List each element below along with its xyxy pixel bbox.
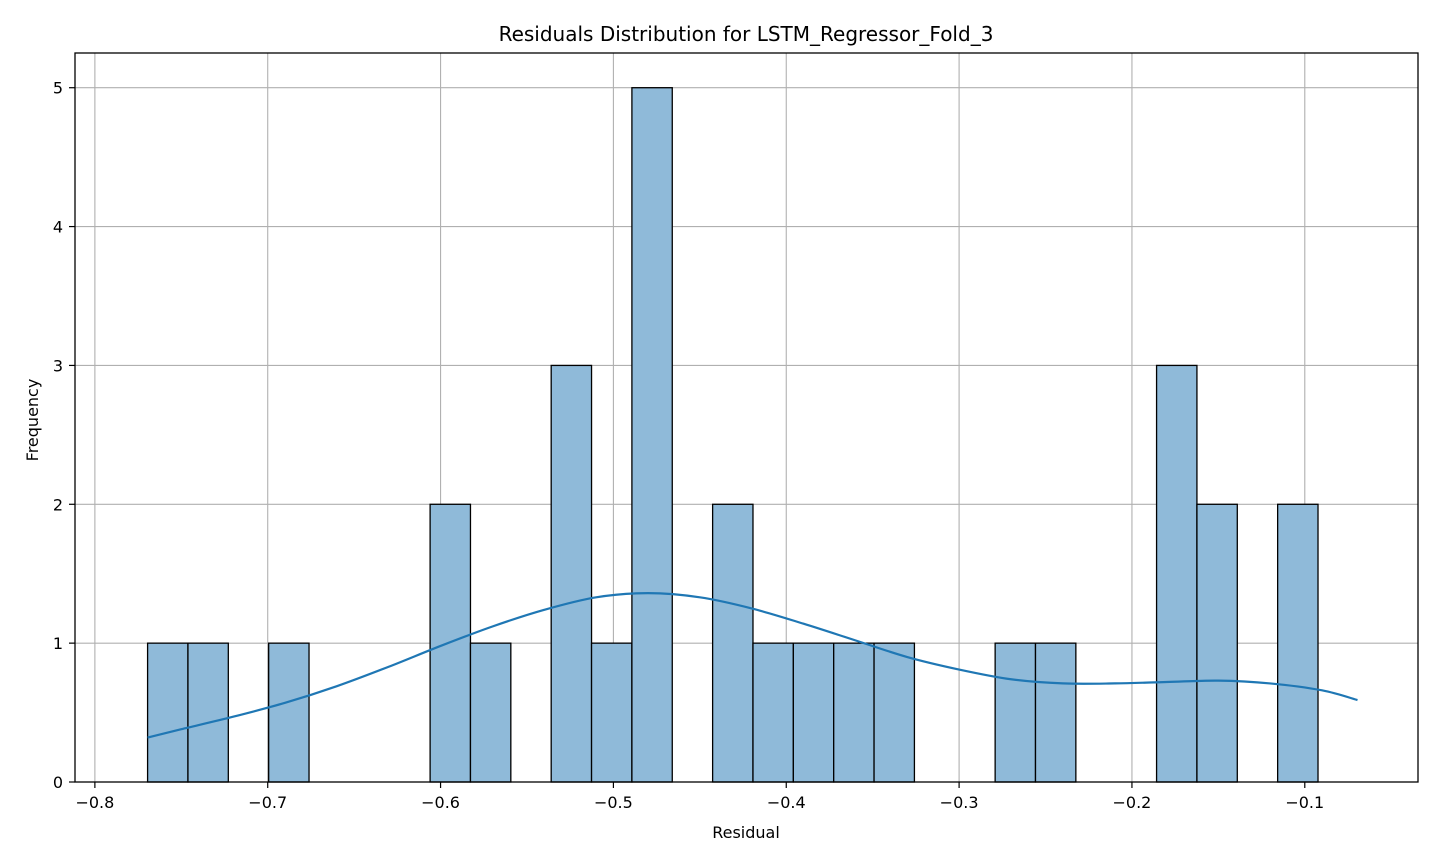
y-axis-ticks: 0 1 2 3 4 5	[53, 79, 75, 792]
histogram-bar-16	[792, 642, 835, 783]
histogram-bar-0	[146, 642, 189, 783]
y-tick-label-5: 5	[53, 79, 63, 98]
histogram-bar-17	[833, 642, 875, 783]
histogram-bar-26	[1196, 503, 1238, 783]
y-tick-label-1: 1	[53, 634, 63, 653]
y-tick-label-4: 4	[53, 218, 63, 237]
histogram-bar-25	[1155, 364, 1198, 783]
y-tick-label-2: 2	[53, 495, 63, 514]
x-tick-label-3: −0.5	[594, 793, 633, 812]
histogram-bar-21	[994, 642, 1037, 783]
y-tick-label-3: 3	[53, 356, 63, 375]
histogram-bar-28	[1277, 503, 1319, 783]
histogram-bar-3	[268, 642, 310, 783]
histogram-bars	[146, 87, 1319, 783]
plot-frame	[74, 52, 1419, 783]
x-tick-label-6: −0.2	[1113, 793, 1152, 812]
x-tick-label-5: −0.3	[940, 793, 979, 812]
y-tick-label-0: 0	[53, 773, 63, 792]
x-tick-label-4: −0.4	[767, 793, 806, 812]
histogram-bar-22	[1034, 642, 1077, 783]
chart-title: Residuals Distribution for LSTM_Regresso…	[499, 22, 994, 46]
histogram-bar-15	[752, 642, 794, 783]
x-tick-label-7: −0.1	[1285, 793, 1324, 812]
histogram-bar-14	[711, 503, 754, 783]
x-axis-ticks: −0.8 −0.7 −0.6 −0.5 −0.4 −0.3 −0.2 −0.1	[75, 782, 1324, 812]
histogram-bar-11	[590, 642, 633, 783]
x-axis-label: Residual	[712, 823, 780, 842]
x-tick-label-2: −0.6	[421, 793, 460, 812]
histogram-bar-10	[550, 364, 593, 783]
y-axis-label: Frequency	[23, 379, 42, 462]
histogram-bar-8	[469, 642, 512, 783]
kde-curve	[147, 592, 1358, 739]
histogram-bar-1	[187, 642, 229, 783]
x-tick-label-0: −0.8	[75, 793, 114, 812]
histogram-bar-12	[631, 87, 673, 783]
x-tick-label-1: −0.7	[248, 793, 287, 812]
histogram-bar-18	[873, 642, 916, 783]
